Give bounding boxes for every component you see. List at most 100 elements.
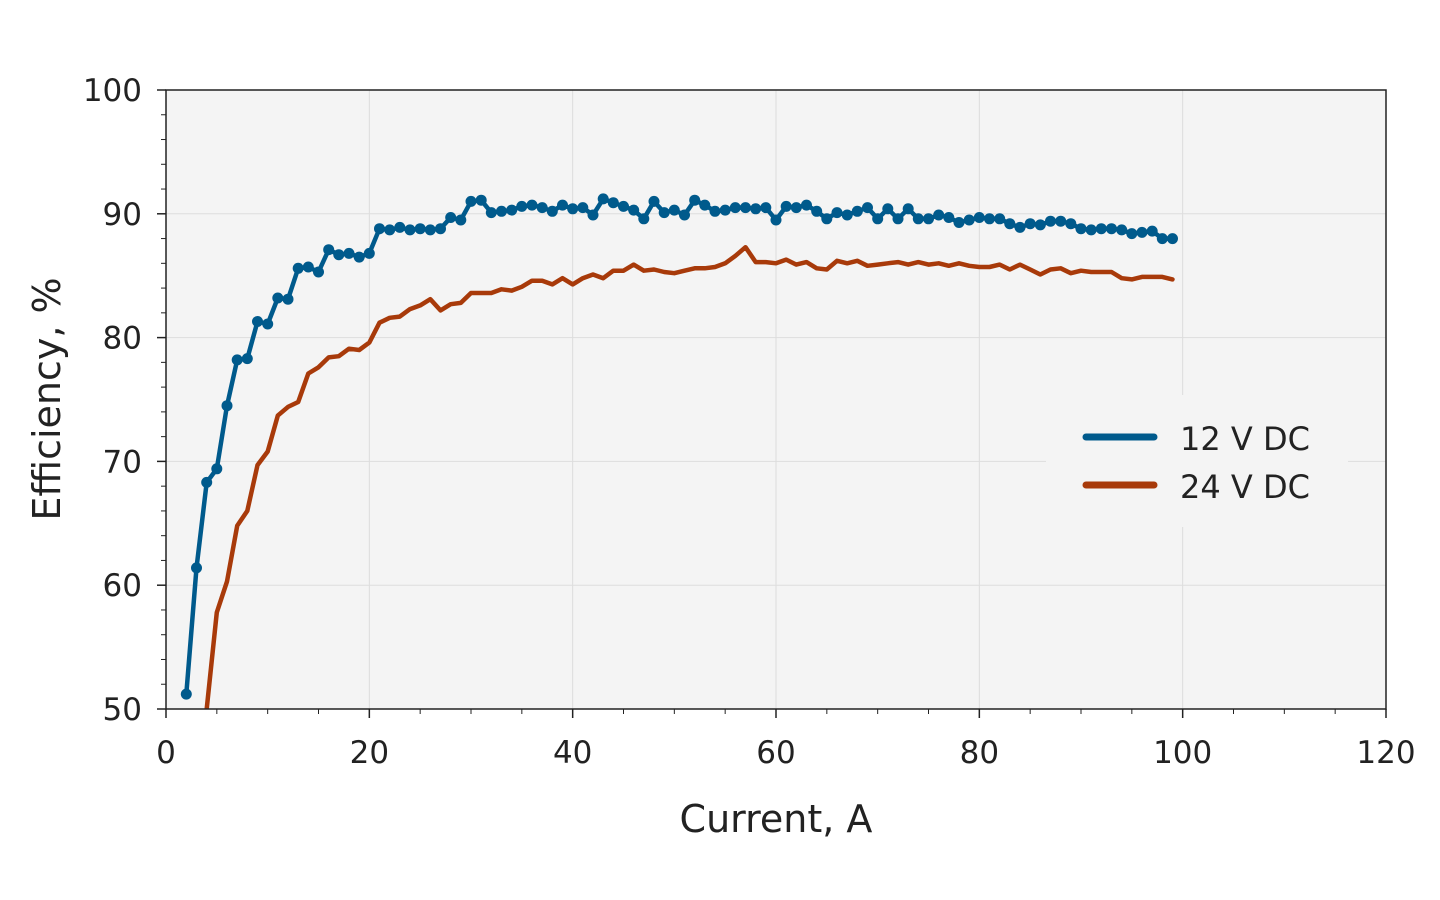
data-point (1156, 233, 1168, 245)
data-point (790, 202, 802, 214)
data-point (333, 249, 345, 261)
series-layer (180, 193, 1178, 709)
data-point (597, 193, 609, 205)
data-point (1146, 225, 1158, 237)
data-point (536, 202, 548, 214)
data-point (709, 205, 721, 217)
data-point (963, 214, 975, 226)
x-tick-label: 60 (756, 735, 795, 771)
minor-ticks (157, 89, 1387, 718)
data-point (984, 213, 995, 225)
data-point (435, 223, 446, 235)
data-point (821, 213, 833, 225)
legend-label-24v: 24 V DC (1180, 468, 1310, 506)
data-point (1024, 218, 1036, 230)
y-tick-label: 80 (103, 321, 142, 357)
data-point (740, 202, 751, 214)
data-point (841, 209, 853, 221)
data-point (363, 247, 375, 259)
x-tick-label: 20 (350, 735, 389, 771)
data-point (506, 204, 518, 216)
data-point (1116, 224, 1128, 236)
data-point (485, 207, 497, 219)
data-point (618, 200, 629, 212)
data-point (638, 213, 650, 225)
data-point (1167, 233, 1178, 245)
data-point (648, 195, 660, 207)
data-point (1106, 223, 1117, 235)
data-point (496, 205, 507, 217)
plot-frame (165, 89, 1387, 710)
data-point (1136, 226, 1148, 238)
data-point (262, 318, 274, 330)
data-point (577, 202, 589, 214)
data-point (414, 223, 426, 235)
y-tick-label: 100 (83, 73, 142, 109)
y-tick-label: 60 (103, 568, 142, 604)
y-tick-label: 50 (103, 692, 142, 728)
tick-labels: 0 20 40 60 80 100 120 50 60 70 80 90 100 (83, 73, 1416, 771)
data-point (241, 353, 253, 365)
y-tick-label: 70 (103, 444, 142, 480)
x-tick-label: 80 (960, 735, 999, 771)
data-point (394, 221, 406, 233)
data-point (1055, 215, 1067, 227)
data-point (1075, 223, 1087, 235)
legend-box (1046, 395, 1348, 527)
data-point (180, 688, 192, 700)
data-point (1095, 223, 1107, 235)
data-point (1126, 228, 1138, 240)
data-point (628, 204, 640, 216)
data-point (292, 262, 304, 274)
data-point (943, 212, 955, 223)
data-point (587, 209, 599, 221)
data-point (1045, 215, 1056, 227)
data-point (953, 217, 965, 228)
data-point (516, 200, 528, 212)
data-point (668, 204, 680, 216)
data-point (1034, 219, 1046, 231)
data-point (1014, 221, 1026, 233)
data-point (455, 214, 467, 226)
legend: 12 V DC 24 V DC (1046, 395, 1348, 527)
data-point (933, 209, 945, 221)
data-point (831, 207, 843, 219)
x-tick-label: 100 (1153, 735, 1212, 771)
data-point (424, 224, 436, 236)
data-point (282, 293, 294, 305)
x-tick-label: 0 (156, 735, 176, 771)
y-axis-title: Efficiency, % (25, 277, 69, 520)
data-point (302, 261, 314, 273)
data-point (211, 463, 223, 475)
data-point (201, 476, 213, 488)
data-point (313, 266, 324, 278)
data-point (729, 202, 741, 214)
data-point (679, 209, 690, 221)
data-point (404, 224, 416, 236)
data-point (1085, 224, 1097, 236)
data-point (607, 197, 619, 209)
data-point (1065, 218, 1077, 230)
data-point (811, 205, 823, 217)
data-point (343, 247, 355, 259)
data-point (719, 204, 731, 216)
data-point (567, 203, 579, 215)
data-point (221, 400, 233, 412)
x-tick-label: 120 (1356, 735, 1415, 771)
data-point (760, 202, 772, 214)
data-point (750, 203, 762, 215)
x-tick-label: 40 (553, 735, 592, 771)
data-point (912, 213, 924, 225)
data-point (1004, 218, 1016, 230)
data-point (851, 205, 863, 217)
data-point (231, 354, 243, 366)
data-point (973, 212, 985, 223)
y-tick-label: 90 (103, 197, 142, 233)
data-point (658, 207, 670, 219)
data-point (252, 316, 263, 327)
legend-label-12v: 12 V DC (1180, 420, 1310, 458)
data-point (699, 199, 711, 211)
data-point (323, 244, 335, 256)
data-point (923, 213, 934, 225)
data-point (557, 199, 568, 211)
